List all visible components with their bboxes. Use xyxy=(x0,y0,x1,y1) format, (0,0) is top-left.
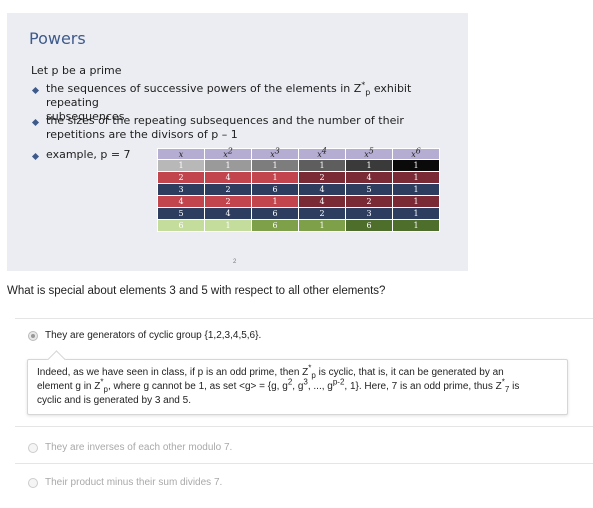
table-header-row: x x2 x3 x4 x5 x6 xyxy=(157,146,440,160)
bullet-icon xyxy=(31,118,40,127)
table-cell: 4 xyxy=(298,183,346,196)
bullet-icon xyxy=(31,86,40,95)
table-header-cell: x xyxy=(157,148,205,160)
table-header-cell: x4 xyxy=(298,146,346,160)
table-cell: 1 xyxy=(157,159,205,172)
table-header-cell: x5 xyxy=(345,146,393,160)
table-cell: 5 xyxy=(157,207,205,220)
table-cell: 1 xyxy=(251,159,299,172)
lecture-slide: Powers Let p be a prime the sequences of… xyxy=(7,13,468,271)
table-cell: 1 xyxy=(392,219,440,232)
table-cell: 4 xyxy=(345,171,393,184)
answer-option-label: They are generators of cyclic group {1,2… xyxy=(45,330,262,341)
table-cell: 1 xyxy=(392,171,440,184)
table-cell: 1 xyxy=(251,195,299,208)
table-cell: 2 xyxy=(204,183,252,196)
table-cell: 6 xyxy=(157,219,205,232)
slide-bullet-1: the sequences of successive powers of th… xyxy=(46,80,412,123)
table-cell: 2 xyxy=(298,171,346,184)
slide-title: Powers xyxy=(29,29,86,48)
table-header-cell: x6 xyxy=(392,146,440,160)
table-cell: 3 xyxy=(157,183,205,196)
table-cell: 1 xyxy=(204,219,252,232)
table-cell: 2 xyxy=(157,171,205,184)
table-cell: 6 xyxy=(251,219,299,232)
table-cell: 1 xyxy=(251,171,299,184)
table-header-cell: x2 xyxy=(204,146,252,160)
answer-option-label: They are inverses of each other modulo 7… xyxy=(45,442,233,453)
answer-option-label: Their product minus their sum divides 7. xyxy=(45,477,223,488)
table-cell: 4 xyxy=(204,207,252,220)
divider xyxy=(15,318,593,319)
table-cell: 3 xyxy=(345,207,393,220)
table-cell: 1 xyxy=(392,183,440,196)
slide-bullet-3: example, p = 7 xyxy=(46,148,131,161)
table-cell: 4 xyxy=(298,195,346,208)
table-header-cell: x3 xyxy=(251,146,299,160)
slide-intro: Let p be a prime xyxy=(31,64,122,77)
table-cell: 6 xyxy=(251,207,299,220)
divider xyxy=(15,463,593,464)
table-cell: 2 xyxy=(345,195,393,208)
table-cell: 1 xyxy=(392,195,440,208)
table-cell: 2 xyxy=(298,207,346,220)
slide-page-number: 2 xyxy=(233,259,237,265)
bullet-icon xyxy=(31,152,40,161)
table-cell: 6 xyxy=(251,183,299,196)
table-cell: 1 xyxy=(298,219,346,232)
table-cell: 6 xyxy=(345,219,393,232)
slide-bullet-2: the sizes of the repeating subsequences … xyxy=(46,114,404,141)
radio-button-selected[interactable] xyxy=(28,331,38,341)
table-cell: 5 xyxy=(345,183,393,196)
radio-button[interactable] xyxy=(28,443,38,453)
table-cell: 1 xyxy=(392,159,440,172)
table-cell: 1 xyxy=(298,159,346,172)
table-cell: 4 xyxy=(157,195,205,208)
table-cell: 1 xyxy=(204,159,252,172)
divider xyxy=(15,426,593,427)
table-cell: 4 xyxy=(204,171,252,184)
feedback-box: Indeed, as we have seen in class, if p i… xyxy=(27,359,568,415)
table-cell: 1 xyxy=(392,207,440,220)
radio-button[interactable] xyxy=(28,478,38,488)
table-cell: 1 xyxy=(345,159,393,172)
question-text: What is special about elements 3 and 5 w… xyxy=(7,285,386,297)
table-cell: 2 xyxy=(204,195,252,208)
feedback-text: Indeed, as we have seen in class, if p i… xyxy=(37,363,520,406)
